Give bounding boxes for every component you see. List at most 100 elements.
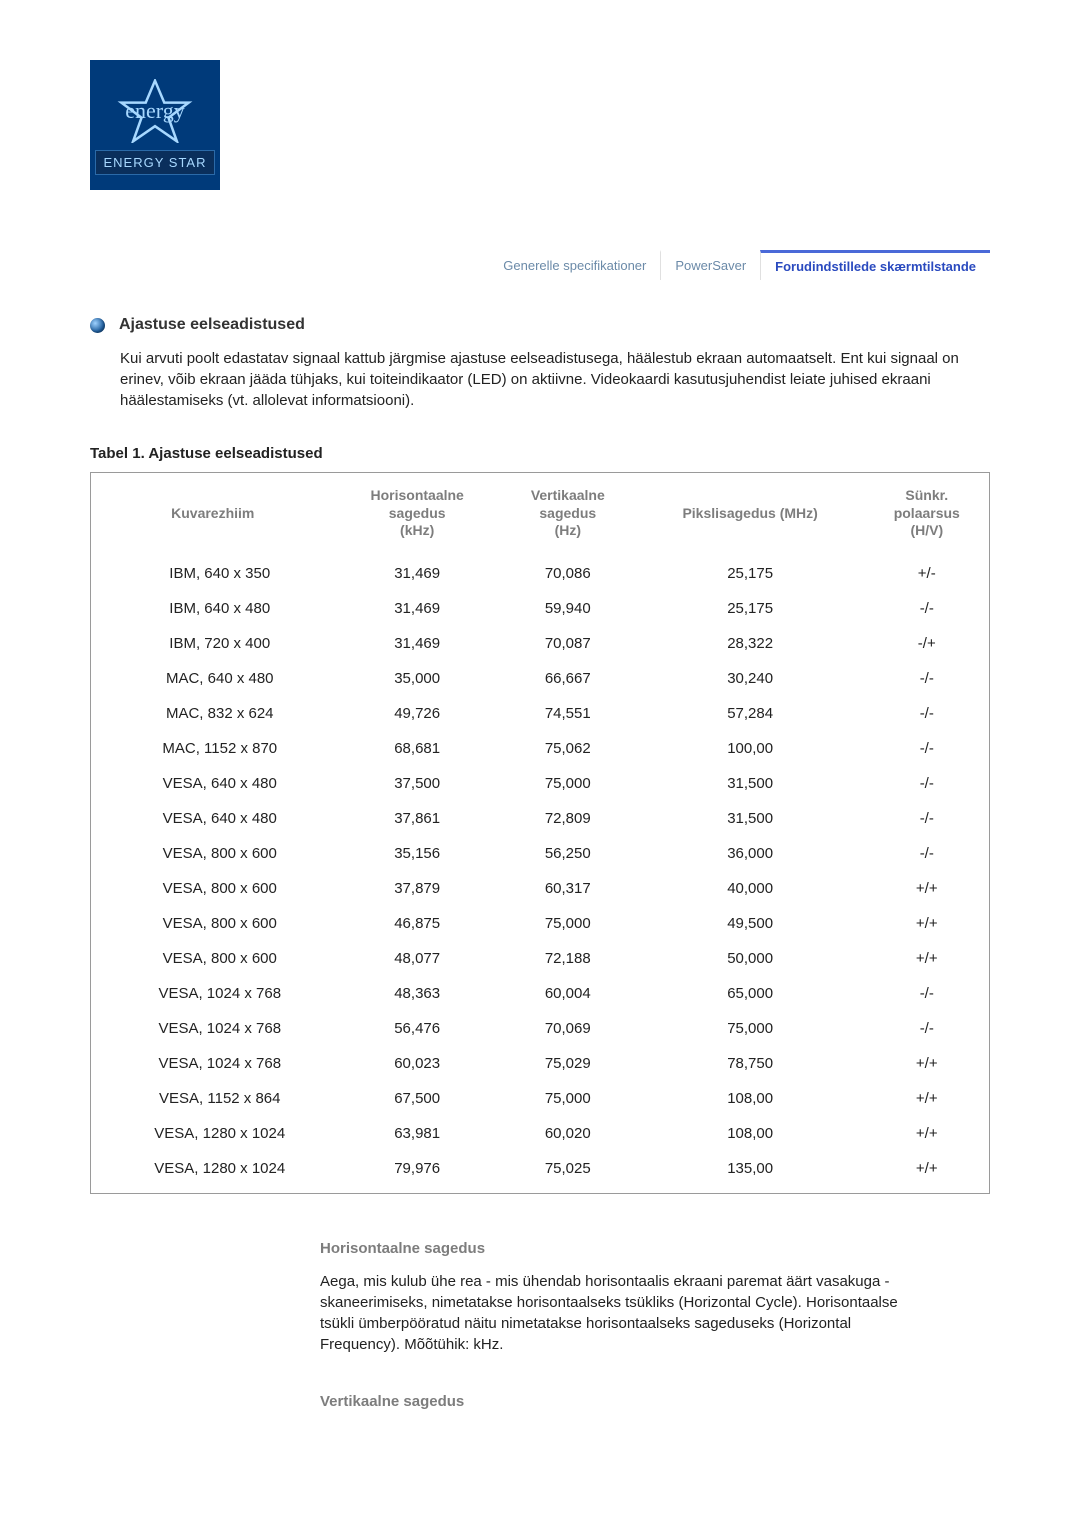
section-header: Ajastuse eelseadistused: [90, 316, 990, 334]
section-title: Ajastuse eelseadistused: [119, 316, 305, 334]
cell-pol: +/+: [865, 1116, 990, 1151]
cell-mode: VESA, 1024 x 768: [91, 976, 335, 1011]
cell-p: 31,500: [636, 766, 865, 801]
cell-mode: VESA, 1024 x 768: [91, 1046, 335, 1081]
cell-h: 35,000: [335, 661, 500, 696]
cell-p: 50,000: [636, 941, 865, 976]
th-mode: Kuvarezhiim: [91, 473, 335, 556]
timing-table: Kuvarezhiim Horisontaalnesagedus(kHz) Ve…: [90, 472, 990, 1194]
cell-pol: -/-: [865, 766, 990, 801]
table-row: VESA, 640 x 48037,50075,00031,500-/-: [91, 766, 990, 801]
cell-pol: +/+: [865, 1081, 990, 1116]
cell-p: 25,175: [636, 556, 865, 591]
cell-mode: IBM, 640 x 350: [91, 556, 335, 591]
table-row: IBM, 720 x 40031,46970,08728,322-/+: [91, 626, 990, 661]
cell-p: 135,00: [636, 1151, 865, 1194]
cell-h: 35,156: [335, 836, 500, 871]
tab-preset-modes[interactable]: Forudindstillede skærmtilstande: [760, 250, 990, 280]
cell-mode: VESA, 640 x 480: [91, 766, 335, 801]
table-row: MAC, 640 x 48035,00066,66730,240-/-: [91, 661, 990, 696]
cell-v: 75,025: [500, 1151, 636, 1194]
cell-h: 48,077: [335, 941, 500, 976]
table-row: VESA, 800 x 60037,87960,31740,000+/+: [91, 871, 990, 906]
cell-mode: VESA, 1280 x 1024: [91, 1151, 335, 1194]
cell-v: 72,809: [500, 801, 636, 836]
bullet-icon: [90, 318, 105, 333]
cell-pol: -/-: [865, 1011, 990, 1046]
cell-mode: VESA, 640 x 480: [91, 801, 335, 836]
cell-p: 49,500: [636, 906, 865, 941]
table-row: VESA, 1024 x 76860,02375,02978,750+/+: [91, 1046, 990, 1081]
table-row: VESA, 800 x 60048,07772,18850,000+/+: [91, 941, 990, 976]
cell-v: 70,086: [500, 556, 636, 591]
table-row: VESA, 800 x 60046,87575,00049,500+/+: [91, 906, 990, 941]
cell-pol: -/+: [865, 626, 990, 661]
cell-v: 70,087: [500, 626, 636, 661]
cell-p: 78,750: [636, 1046, 865, 1081]
cell-pol: +/+: [865, 1046, 990, 1081]
def-hfreq-title: Horisontaalne sagedus: [320, 1240, 920, 1257]
intro-paragraph: Kui arvuti poolt edastatav signaal kattu…: [120, 348, 990, 411]
cell-v: 60,020: [500, 1116, 636, 1151]
cell-pol: -/-: [865, 801, 990, 836]
cell-v: 75,000: [500, 1081, 636, 1116]
cell-mode: VESA, 1280 x 1024: [91, 1116, 335, 1151]
cell-h: 63,981: [335, 1116, 500, 1151]
cell-p: 36,000: [636, 836, 865, 871]
th-pclk: Pikslisagedus (MHz): [636, 473, 865, 556]
cell-h: 48,363: [335, 976, 500, 1011]
table-caption: Tabel 1. Ajastuse eelseadistused: [90, 445, 990, 462]
cell-p: 65,000: [636, 976, 865, 1011]
cell-mode: MAC, 640 x 480: [91, 661, 335, 696]
cell-v: 60,004: [500, 976, 636, 1011]
cell-v: 59,940: [500, 591, 636, 626]
table-row: MAC, 1152 x 87068,68175,062100,00-/-: [91, 731, 990, 766]
cell-p: 75,000: [636, 1011, 865, 1046]
cell-v: 75,029: [500, 1046, 636, 1081]
cell-mode: VESA, 1024 x 768: [91, 1011, 335, 1046]
cell-mode: MAC, 832 x 624: [91, 696, 335, 731]
cell-v: 70,069: [500, 1011, 636, 1046]
cell-mode: VESA, 800 x 600: [91, 871, 335, 906]
cell-pol: +/+: [865, 906, 990, 941]
cell-pol: -/-: [865, 976, 990, 1011]
table-row: VESA, 1024 x 76848,36360,00465,000-/-: [91, 976, 990, 1011]
table-row: MAC, 832 x 62449,72674,55157,284-/-: [91, 696, 990, 731]
cell-p: 25,175: [636, 591, 865, 626]
cell-pol: -/-: [865, 731, 990, 766]
cell-h: 37,861: [335, 801, 500, 836]
cell-h: 37,879: [335, 871, 500, 906]
cell-h: 31,469: [335, 626, 500, 661]
tab-general-specs[interactable]: Generelle specifikationer: [489, 250, 660, 280]
cell-v: 60,317: [500, 871, 636, 906]
logo-script-text: energy: [125, 98, 184, 124]
cell-mode: MAC, 1152 x 870: [91, 731, 335, 766]
cell-mode: VESA, 800 x 600: [91, 941, 335, 976]
def-hfreq-body: Aega, mis kulub ühe rea - mis ühendab ho…: [320, 1271, 920, 1355]
cell-pol: -/-: [865, 836, 990, 871]
cell-pol: +/+: [865, 1151, 990, 1194]
cell-mode: VESA, 800 x 600: [91, 906, 335, 941]
cell-p: 108,00: [636, 1081, 865, 1116]
def-vfreq-title: Vertikaalne sagedus: [320, 1393, 920, 1410]
table-row: VESA, 800 x 60035,15656,25036,000-/-: [91, 836, 990, 871]
cell-v: 75,000: [500, 906, 636, 941]
cell-p: 31,500: [636, 801, 865, 836]
cell-h: 56,476: [335, 1011, 500, 1046]
cell-h: 37,500: [335, 766, 500, 801]
cell-v: 72,188: [500, 941, 636, 976]
cell-p: 100,00: [636, 731, 865, 766]
cell-h: 46,875: [335, 906, 500, 941]
th-vfreq: Vertikaalnesagedus(Hz): [500, 473, 636, 556]
table-row: VESA, 1024 x 76856,47670,06975,000-/-: [91, 1011, 990, 1046]
th-pol: Sünkr.polaarsus(H/V): [865, 473, 990, 556]
table-row: VESA, 1152 x 86467,50075,000108,00+/+: [91, 1081, 990, 1116]
star-icon: energy: [112, 76, 198, 146]
cell-v: 56,250: [500, 836, 636, 871]
tab-powersaver[interactable]: PowerSaver: [660, 250, 760, 280]
definitions: Horisontaalne sagedus Aega, mis kulub üh…: [320, 1240, 920, 1410]
cell-pol: -/-: [865, 661, 990, 696]
cell-p: 28,322: [636, 626, 865, 661]
cell-pol: +/+: [865, 941, 990, 976]
logo-label: ENERGY STAR: [95, 150, 216, 175]
